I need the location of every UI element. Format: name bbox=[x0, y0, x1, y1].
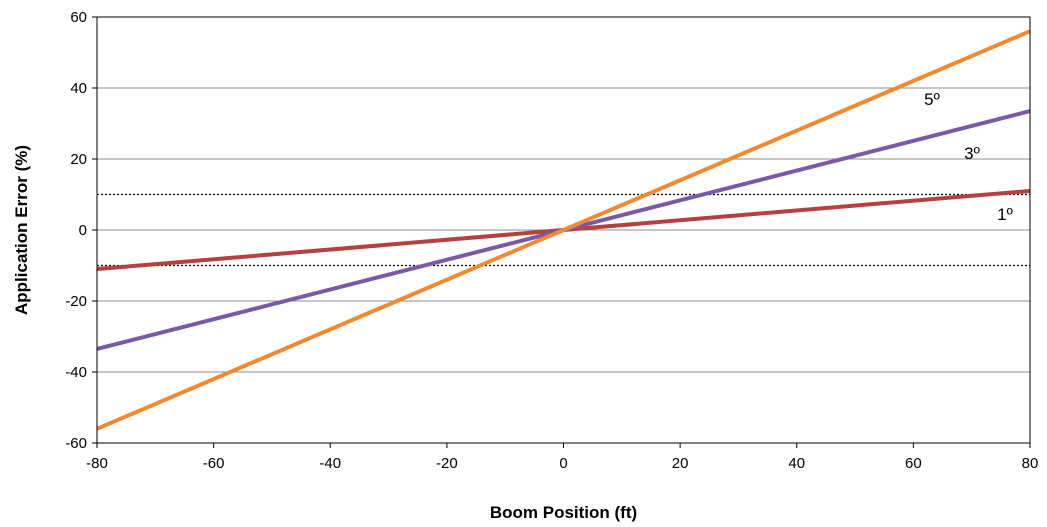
series-layer bbox=[96, 29, 1031, 431]
x-tick-label: -80 bbox=[86, 455, 108, 472]
series-name-label: 3º bbox=[964, 144, 980, 163]
y-tick-label: -20 bbox=[65, 293, 87, 310]
x-tick-label: 60 bbox=[905, 455, 922, 472]
x-tick-label: 0 bbox=[559, 455, 567, 472]
y-axis-ticks: -60 -40 -20 0 20 40 60 bbox=[65, 9, 97, 452]
x-tick-label: 20 bbox=[672, 455, 689, 472]
y-tick-label: 40 bbox=[70, 80, 87, 97]
series-line bbox=[96, 29, 1031, 431]
y-tick-label: 0 bbox=[79, 222, 87, 239]
x-axis-ticks: -80 -60 -40 -20 0 20 40 60 80 bbox=[86, 443, 1038, 472]
x-tick-label: -60 bbox=[203, 455, 225, 472]
reference-lines bbox=[97, 193, 1030, 267]
series-name-label: 1º bbox=[997, 205, 1013, 224]
series-labels: 1º 3º 5º bbox=[924, 90, 1013, 224]
y-tick-label: -40 bbox=[65, 364, 87, 381]
y-tick-label: 20 bbox=[70, 151, 87, 168]
x-tick-label: -20 bbox=[436, 455, 458, 472]
x-tick-label: 40 bbox=[788, 455, 805, 472]
y-axis-title: Application Error (%) bbox=[12, 145, 31, 315]
x-tick-label: -40 bbox=[319, 455, 341, 472]
series-name-label: 5º bbox=[924, 90, 940, 109]
x-tick-label: 80 bbox=[1022, 455, 1039, 472]
y-tick-label: -60 bbox=[65, 435, 87, 452]
y-tick-label: 60 bbox=[70, 9, 87, 26]
x-axis-title: Boom Position (ft) bbox=[490, 503, 637, 522]
